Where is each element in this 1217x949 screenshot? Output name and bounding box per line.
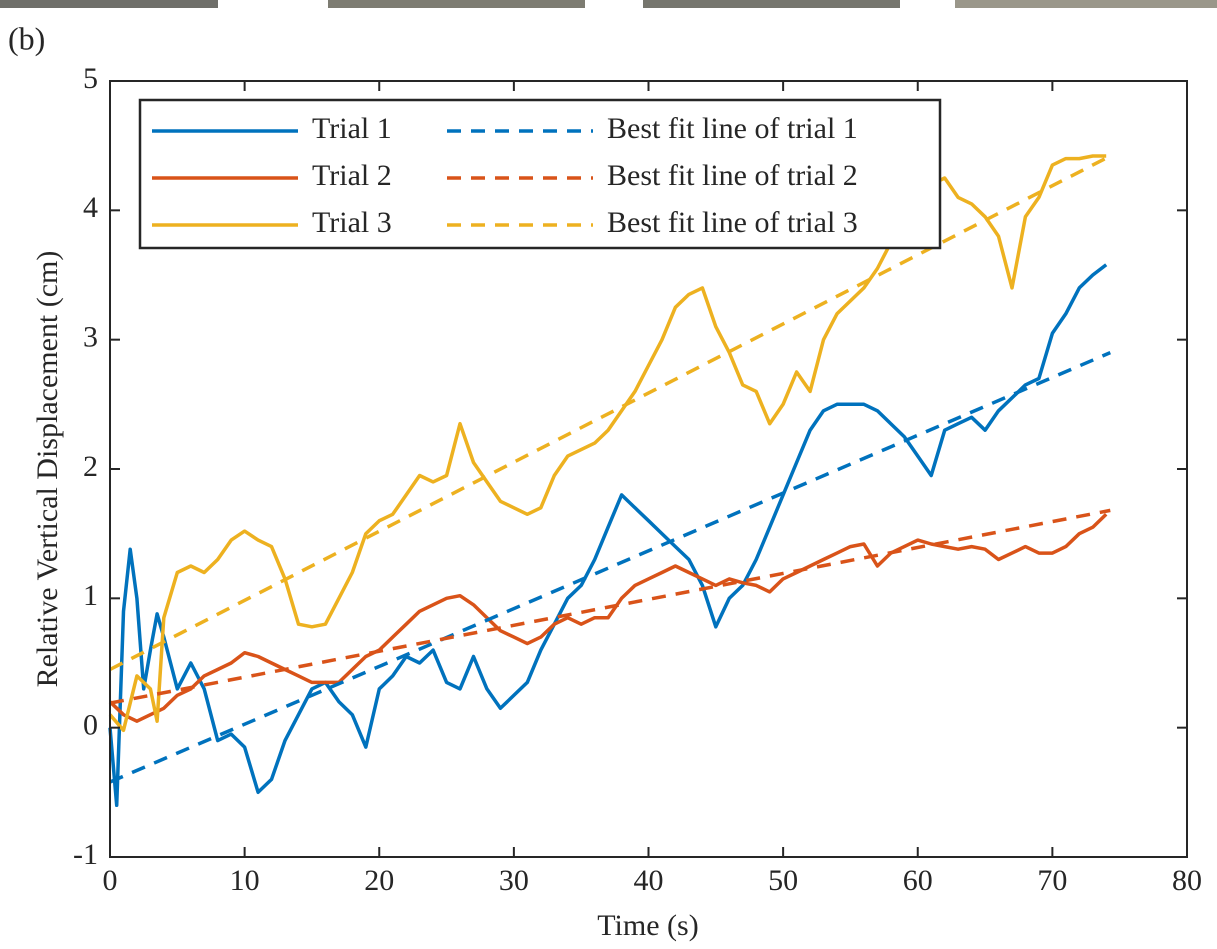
panel-label: (b) — [8, 20, 45, 56]
y-tick-label: 5 — [83, 62, 98, 95]
photo-strip — [328, 0, 585, 8]
photo-strip — [0, 0, 218, 8]
series-line — [108, 263, 1108, 808]
x-tick-label: 10 — [230, 864, 260, 897]
x-tick-label: 30 — [499, 864, 529, 897]
legend-label: Trial 1 — [312, 112, 392, 145]
legend-label: Trial 2 — [312, 159, 392, 192]
y-tick-label: 3 — [83, 321, 98, 354]
x-tick-label: 0 — [103, 864, 118, 897]
series-line — [109, 508, 1111, 705]
y-tick-label: 4 — [83, 191, 98, 224]
y-tick-label: 1 — [83, 579, 98, 612]
series-line — [109, 154, 1112, 672]
x-tick-label: 40 — [634, 864, 664, 897]
x-tick-label: 20 — [364, 864, 394, 897]
series-line — [109, 350, 1111, 784]
series-line — [108, 513, 1108, 723]
legend-label: Best fit line of trial 3 — [607, 206, 858, 239]
y-tick-label: 0 — [83, 709, 98, 742]
legend-label: Best fit line of trial 2 — [607, 159, 858, 192]
y-axis-label: Relative Vertical Displacement (cm) — [31, 251, 64, 688]
y-tick-label: -1 — [73, 838, 98, 871]
x-axis-label: Time (s) — [597, 909, 698, 942]
x-tick-label: 50 — [768, 864, 798, 897]
photo-strip — [955, 0, 1217, 8]
legend-label: Trial 3 — [312, 206, 392, 239]
x-tick-label: 80 — [1172, 864, 1202, 897]
photo-strip — [643, 0, 900, 8]
x-tick-label: 70 — [1037, 864, 1067, 897]
x-tick-label: 60 — [903, 864, 933, 897]
legend-label: Best fit line of trial 1 — [607, 112, 858, 145]
y-tick-label: 2 — [83, 450, 98, 483]
